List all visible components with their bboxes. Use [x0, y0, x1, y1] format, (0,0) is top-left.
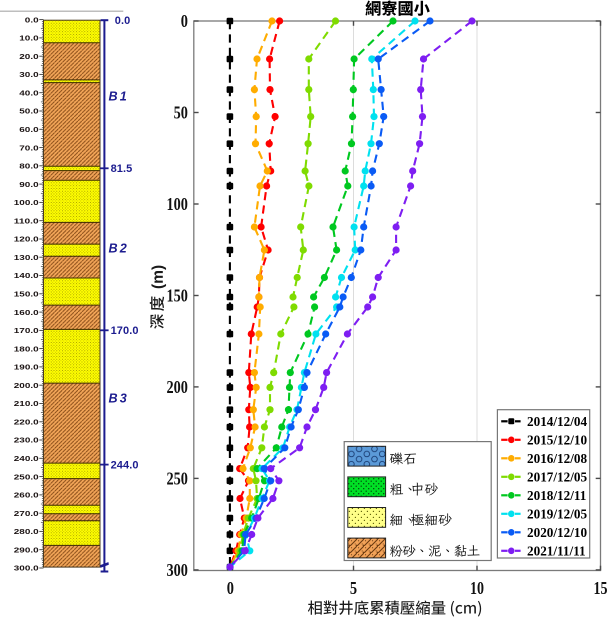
svg-text:210.0: 210.0 — [14, 399, 39, 408]
svg-text:250: 250 — [167, 469, 188, 489]
svg-text:0.0: 0.0 — [115, 15, 131, 27]
svg-text:81.5: 81.5 — [111, 163, 133, 175]
svg-text:300: 300 — [167, 560, 188, 580]
svg-text:120.0: 120.0 — [14, 235, 39, 244]
svg-text:10: 10 — [470, 578, 484, 598]
svg-text:30.0: 30.0 — [19, 70, 38, 79]
svg-text:0: 0 — [227, 578, 234, 598]
svg-text:2017/12/05: 2017/12/05 — [527, 469, 587, 484]
svg-text:190.0: 190.0 — [14, 363, 39, 372]
svg-text:170.0: 170.0 — [14, 326, 39, 335]
svg-text:2014/12/04: 2014/12/04 — [527, 414, 587, 429]
svg-text:B3: B3 — [108, 391, 129, 405]
svg-text:280.0: 280.0 — [14, 527, 39, 536]
svg-text:100: 100 — [167, 194, 188, 214]
svg-text:110.0: 110.0 — [14, 216, 39, 225]
svg-text:244.0: 244.0 — [111, 459, 139, 471]
svg-text:200.0: 200.0 — [14, 381, 39, 390]
svg-text:B1: B1 — [108, 89, 129, 103]
svg-text:50: 50 — [174, 103, 188, 123]
svg-text:240.0: 240.0 — [14, 454, 39, 463]
svg-text:40.0: 40.0 — [19, 88, 38, 97]
svg-text:B2: B2 — [108, 241, 129, 255]
svg-text:50.0: 50.0 — [19, 107, 38, 116]
svg-text:2015/12/10: 2015/12/10 — [527, 432, 587, 447]
svg-text:150: 150 — [167, 286, 188, 306]
svg-text:290.0: 290.0 — [14, 545, 39, 554]
svg-text:300.0: 300.0 — [14, 564, 39, 573]
svg-text:260.0: 260.0 — [14, 491, 39, 500]
svg-text:170.0: 170.0 — [111, 325, 139, 337]
svg-text:10.0: 10.0 — [19, 34, 38, 43]
svg-text:130.0: 130.0 — [14, 253, 39, 262]
svg-text:0: 0 — [181, 11, 188, 31]
svg-text:200: 200 — [167, 377, 188, 397]
svg-text:230.0: 230.0 — [14, 436, 39, 445]
svg-text:5: 5 — [350, 578, 357, 598]
svg-text:160.0: 160.0 — [14, 308, 39, 317]
svg-text:20.0: 20.0 — [19, 52, 38, 61]
svg-text:15: 15 — [594, 578, 608, 598]
svg-text:270.0: 270.0 — [14, 509, 39, 518]
svg-text:80.0: 80.0 — [19, 162, 38, 171]
svg-text:140.0: 140.0 — [14, 271, 39, 280]
svg-text:250.0: 250.0 — [14, 472, 39, 481]
svg-text:100.0: 100.0 — [14, 198, 39, 207]
svg-text:90.0: 90.0 — [19, 180, 38, 189]
svg-text:2018/12/11: 2018/12/11 — [527, 488, 586, 503]
svg-text:150.0: 150.0 — [14, 290, 39, 299]
svg-text:2020/12/10: 2020/12/10 — [527, 525, 587, 540]
svg-text:2016/12/08: 2016/12/08 — [527, 451, 587, 466]
svg-text:220.0: 220.0 — [14, 418, 39, 427]
svg-text:60.0: 60.0 — [19, 125, 38, 134]
svg-text:70.0: 70.0 — [19, 143, 38, 152]
svg-text:0.0: 0.0 — [25, 15, 39, 24]
svg-text:2021/11/11: 2021/11/11 — [527, 543, 586, 558]
svg-text:180.0: 180.0 — [14, 344, 39, 353]
svg-text:2019/12/05: 2019/12/05 — [527, 506, 587, 521]
